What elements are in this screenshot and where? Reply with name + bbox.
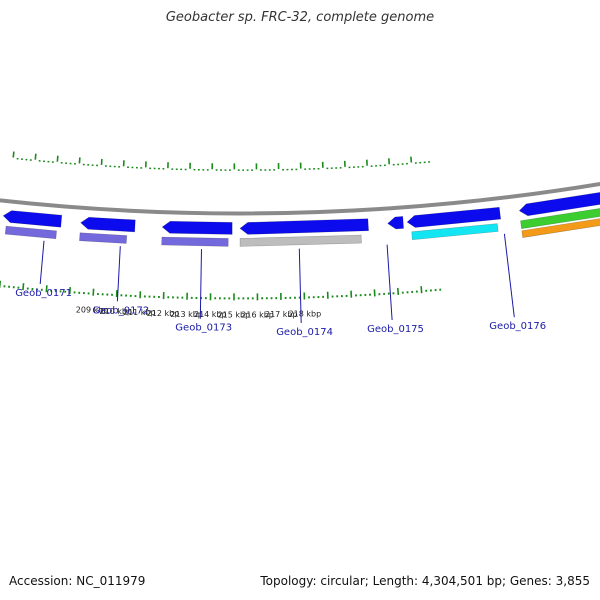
label-leader-line [503, 233, 515, 318]
scale-label: 214 kbp [194, 310, 227, 319]
major-tick [12, 151, 15, 158]
scale-label: 211 kbp [123, 308, 156, 317]
scale-label: 215 kbp [218, 310, 251, 319]
label-leader-line [386, 244, 393, 321]
cds-arrow[interactable] [80, 216, 136, 233]
gene-label[interactable]: Geob_0172 [92, 305, 149, 316]
major-tick [45, 285, 48, 293]
major-tick [420, 286, 423, 294]
scale-label: 213 kbp [170, 310, 203, 319]
backbone-line [0, 181, 600, 216]
gene-labels[interactable]: Geob_0171 Geob_0172 Geob_0173 Geob_0174 Geob… [15, 233, 546, 338]
genome-summary: Topology: circular; Length: 4,304,501 bp… [260, 574, 590, 588]
map-title: Geobacter sp. FRC-32, complete genome [165, 10, 435, 25]
gene-block[interactable] [521, 212, 600, 238]
cds-arrow[interactable] [2, 210, 63, 228]
label-leader-line [199, 249, 202, 319]
gene-label[interactable]: Geob_0171 [15, 288, 72, 299]
gene-block[interactable] [79, 232, 128, 244]
cds-arrow[interactable] [387, 216, 404, 230]
cds-arrow[interactable] [406, 206, 502, 228]
gene-block[interactable] [520, 202, 600, 230]
label-leader-line [39, 240, 45, 284]
scale-label: 218 kbp [289, 310, 322, 319]
major-tick [22, 283, 25, 291]
tick-marks [0, 151, 442, 301]
gene-label[interactable]: Geob_0174 [276, 327, 333, 338]
scale-label: 209 kbp [76, 306, 109, 315]
scale-label: 210 kbp [99, 307, 132, 316]
major-tick [68, 287, 72, 295]
gene-label[interactable]: Geob_0176 [489, 321, 546, 332]
gene-block[interactable] [411, 223, 499, 241]
cds-arrow[interactable] [161, 220, 233, 235]
scale-label: 212 kbp [147, 309, 180, 318]
accession-info: Accession: NC_011979 [9, 574, 146, 588]
feature-tracks [2, 186, 600, 247]
major-tick [34, 153, 37, 160]
gene-label[interactable]: Geob_0173 [175, 323, 232, 334]
major-tick [56, 155, 59, 162]
scale-label: 216 kbp [241, 310, 274, 319]
gene-block[interactable] [239, 234, 362, 247]
backbone-track [0, 181, 600, 216]
gene-label[interactable]: Geob_0175 [367, 324, 424, 335]
cds-arrow[interactable] [239, 218, 369, 235]
scale-label: 217 kbp [265, 310, 298, 319]
gene-block[interactable] [4, 225, 57, 240]
label-leader-line [298, 248, 302, 324]
gene-block[interactable] [161, 236, 229, 247]
label-leader-line [116, 246, 121, 302]
cds-arrow[interactable] [518, 186, 600, 217]
